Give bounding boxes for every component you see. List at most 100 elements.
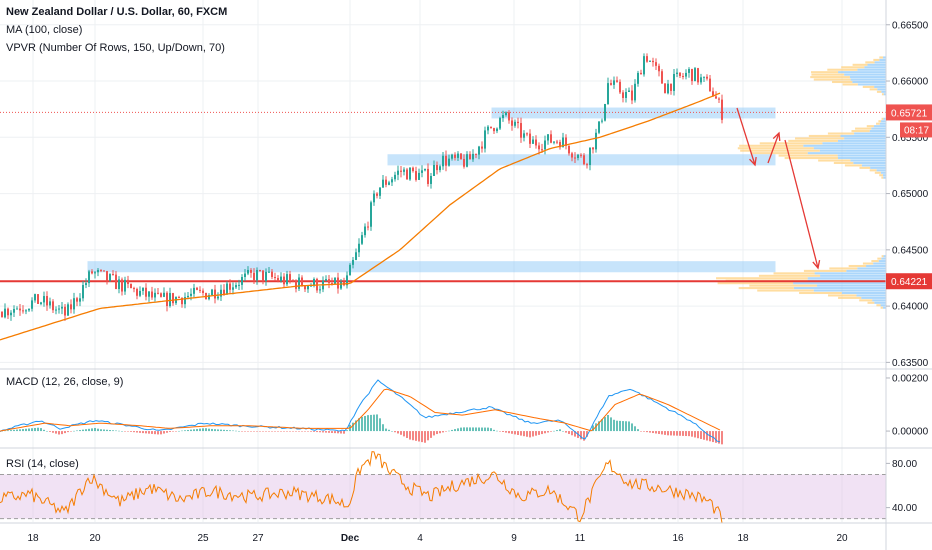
- candle-body: [361, 235, 363, 244]
- candle-body: [391, 179, 393, 183]
- candle-body: [568, 145, 570, 154]
- candle-body: [514, 121, 516, 126]
- macd-histogram-bar: [676, 431, 678, 436]
- volume-row-up: [882, 174, 886, 177]
- macd-histogram-bar: [43, 429, 45, 432]
- candle-body: [463, 158, 465, 167]
- candle-body: [601, 120, 603, 122]
- volume-row-up: [861, 296, 886, 299]
- price-axis[interactable]: 0.66500 0.66000 0.65500 0.65000 0.64500 0.640…: [886, 20, 929, 514]
- macd-histogram-bar: [433, 431, 435, 436]
- macd-histogram-bar: [169, 431, 171, 432]
- volume-row-up: [871, 127, 886, 130]
- candle-body: [163, 292, 165, 297]
- macd-histogram-bar: [361, 416, 363, 432]
- volume-row-down: [852, 63, 868, 66]
- macd-histogram-bar: [103, 429, 105, 432]
- macd-histogram-bar: [211, 428, 213, 432]
- macd-histogram-bar: [715, 431, 717, 443]
- candle-body: [58, 308, 60, 310]
- rsi-band: [0, 474, 886, 519]
- macd-histogram-bar: [121, 431, 123, 432]
- candle-body: [157, 292, 159, 294]
- volume-row-up: [822, 142, 886, 145]
- macd-histogram-bar: [190, 429, 192, 432]
- candle-body: [181, 297, 183, 305]
- projection-arrow-line: [767, 132, 780, 164]
- volume-row-up: [837, 154, 886, 157]
- macd-histogram-bar: [241, 431, 243, 432]
- macd-histogram-bar: [694, 431, 696, 438]
- macd-histogram-bar: [376, 414, 378, 432]
- candle-body: [115, 274, 117, 290]
- candle-body: [10, 312, 12, 316]
- volume-row-down: [855, 127, 872, 130]
- macd-histogram-bar: [61, 431, 63, 435]
- macd-histogram-bar: [523, 431, 525, 437]
- macd-histogram-bar: [4, 430, 6, 432]
- macd-histogram-bar: [91, 428, 93, 432]
- candle-body: [385, 179, 387, 185]
- candle-body: [559, 141, 561, 148]
- macd-histogram-bar: [319, 431, 321, 433]
- candle-body: [70, 304, 72, 310]
- candle-body: [664, 83, 666, 94]
- macd-histogram-bar: [19, 429, 21, 432]
- time-axis[interactable]: 18 20 25 27 Dec 4 9 11 16 18 20: [27, 533, 848, 544]
- candle-body: [394, 174, 396, 180]
- volume-row-up: [872, 299, 886, 302]
- candle-body: [640, 72, 642, 75]
- volume-row-down: [841, 66, 865, 69]
- macd-histogram-bar: [481, 427, 483, 432]
- candle-body: [571, 153, 573, 158]
- candle-body: [190, 293, 192, 296]
- macd-histogram-bar: [130, 431, 132, 432]
- macd-histogram-bar: [202, 428, 204, 432]
- candle-body: [670, 83, 672, 91]
- macd-histogram-bar: [181, 430, 183, 432]
- macd-histogram-bar: [286, 431, 288, 432]
- macd-histogram-bar: [514, 431, 516, 435]
- candle-body: [466, 154, 468, 167]
- macd-histogram-bar: [655, 431, 657, 434]
- projection-arrow-line: [736, 107, 756, 166]
- candle-body: [151, 291, 153, 298]
- candle-body: [199, 289, 201, 291]
- macd-histogram-bar: [421, 431, 423, 443]
- macd-histogram-bar: [85, 429, 87, 432]
- macd-histogram-bar: [586, 431, 588, 437]
- candle-body: [328, 279, 330, 284]
- macd-histogram-bar: [439, 431, 441, 434]
- candle-body: [40, 302, 42, 304]
- candle-body: [553, 141, 555, 143]
- macd-histogram-bar: [622, 421, 624, 432]
- macd-histogram-bar: [52, 431, 54, 433]
- macd-histogram-bar: [268, 431, 270, 432]
- macd-histogram-bar: [607, 415, 609, 432]
- candle-body: [478, 146, 480, 155]
- candle-body: [88, 271, 90, 284]
- macd-histogram-bar: [298, 431, 300, 432]
- candle-body: [481, 146, 483, 149]
- volume-row-up: [869, 130, 886, 133]
- candle-body: [475, 153, 477, 155]
- candle-body: [418, 172, 420, 180]
- candle-body: [238, 284, 240, 286]
- macd-histogram-bar: [475, 427, 477, 432]
- volume-row-up: [880, 171, 886, 174]
- macd-histogram-bar: [637, 429, 639, 432]
- price-tick-label: 0.64000: [892, 302, 929, 313]
- candle-body: [13, 309, 15, 313]
- macd-histogram-bar: [148, 431, 150, 434]
- macd-histogram-bar: [49, 431, 51, 432]
- volume-row-up: [819, 149, 886, 152]
- candle-body: [490, 126, 492, 129]
- macd-histogram-bar: [316, 431, 318, 433]
- macd-histogram-bar: [124, 431, 126, 432]
- candle-body: [400, 170, 402, 172]
- macd-histogram-bar: [229, 430, 231, 432]
- candle-body: [376, 193, 378, 196]
- volume-row-down: [811, 73, 845, 76]
- candle-body: [532, 139, 534, 144]
